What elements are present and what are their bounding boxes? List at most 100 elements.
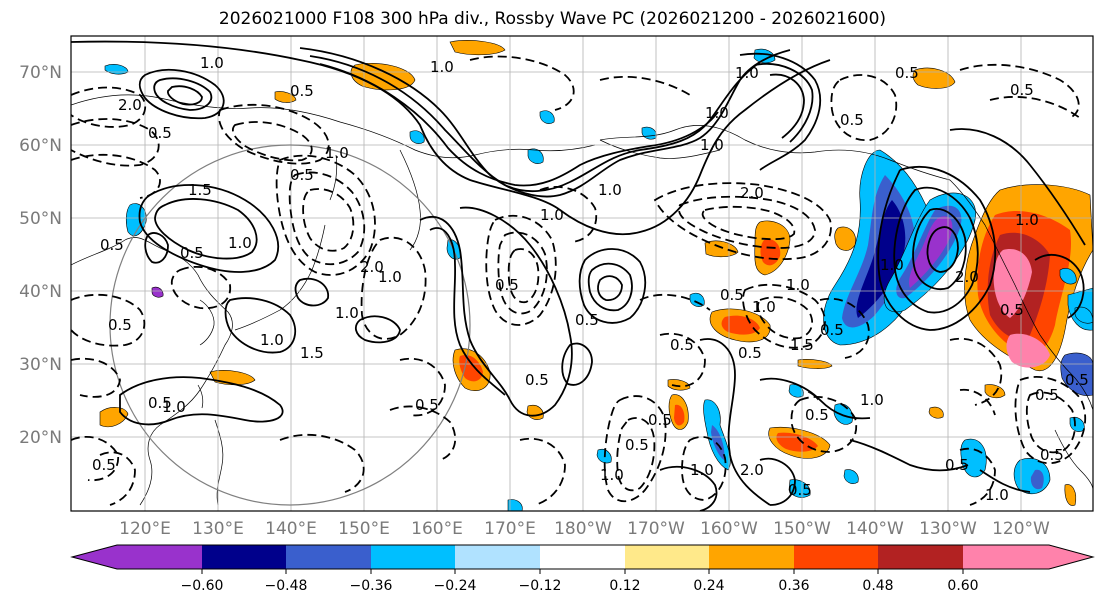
contour-line	[399, 357, 446, 417]
lon-tick-label: 120°E	[119, 519, 171, 539]
contour-label: 1.0	[705, 104, 729, 122]
contour-label: 2.0	[360, 258, 384, 276]
contour-line	[759, 377, 871, 420]
positive-divergence-area	[1006, 333, 1050, 368]
contour-line	[877, 165, 997, 331]
contour-label: 1.0	[540, 206, 564, 224]
contour-line	[739, 52, 822, 171]
contour-line	[71, 118, 160, 167]
contour-label: 2.0	[955, 268, 979, 286]
contour-line	[849, 439, 969, 472]
contour-line	[224, 297, 297, 354]
colorbar-segment	[540, 545, 625, 569]
contour-line	[71, 293, 146, 347]
colorbar-segment	[202, 545, 286, 569]
lon-tick-label: 150°E	[338, 519, 390, 539]
contour-line	[299, 47, 791, 198]
negative-divergence-area	[151, 286, 164, 298]
coastline-taiwan	[197, 384, 204, 409]
contour-line	[138, 68, 225, 120]
negative-divergence-area	[856, 200, 906, 318]
contour-line	[71, 86, 147, 128]
contour-line	[153, 77, 213, 111]
contour-label: 0.5	[575, 311, 599, 329]
contour-line	[757, 296, 814, 340]
positive-divergence-area	[834, 226, 856, 251]
colorbar-segment	[878, 545, 963, 569]
contour-line	[144, 232, 169, 264]
contours-negative	[71, 55, 1087, 506]
positive-divergence-area	[928, 406, 944, 419]
contour-label: 0.5	[415, 396, 439, 414]
map-plot-area: 1.0 0.5 2.0 1.0 0.5 1.0 1.5 1.0 2.0 0.5 …	[71, 36, 1093, 511]
lon-tick-label: 120°W	[992, 519, 1050, 539]
colorbar-tick-label: −0.12	[519, 578, 562, 594]
contour-label: 1.0	[690, 461, 714, 479]
contour-line	[616, 417, 656, 492]
contour-line	[759, 457, 796, 506]
contour-line	[419, 206, 573, 417]
lat-tick-label: 50°N	[19, 209, 62, 229]
contour-label: 0.5	[108, 316, 132, 334]
contour-label: 0.5	[805, 406, 829, 424]
lon-tick-label: 150°W	[773, 519, 831, 539]
contours-positive	[71, 40, 1086, 511]
contour-line	[319, 63, 719, 187]
contour-label: 0.5	[1035, 386, 1059, 404]
negative-divergence-area	[409, 130, 425, 144]
contour-line	[819, 297, 870, 359]
contour-line	[949, 337, 1003, 406]
contour-line	[599, 75, 691, 96]
plot-frame	[70, 35, 1094, 512]
lat-tick-label: 70°N	[19, 63, 62, 83]
contour-label: 1.0	[430, 58, 454, 76]
contour-line	[507, 248, 540, 304]
colorbar-tick-label: −0.60	[181, 578, 224, 594]
contour-line	[519, 437, 566, 506]
negative-divergence-area	[1059, 268, 1077, 285]
contour-label: 0.5	[1000, 301, 1024, 319]
colorbar: −0.60 −0.48 −0.36 −0.24 −0.12 0.12 0.24 …	[70, 544, 1095, 594]
contour-line	[154, 198, 258, 260]
contour-line	[659, 466, 718, 511]
contour-line	[71, 40, 831, 236]
contour-label: 1.5	[790, 336, 814, 354]
contour-label: 1.0	[335, 304, 359, 322]
lat-tick-label: 20°N	[19, 428, 62, 448]
colorbar-segment	[117, 545, 202, 569]
contour-label: 1.0	[985, 486, 1009, 504]
negative-divergence-area	[843, 469, 859, 484]
contour-line	[681, 436, 727, 501]
lat-tick-label: 30°N	[19, 355, 62, 375]
contour-line	[561, 342, 593, 386]
contour-label: 1.5	[188, 181, 212, 199]
contour-label: 1.0	[200, 54, 224, 72]
lon-tick-label: 130°W	[919, 519, 977, 539]
positive-divergence-area	[459, 354, 483, 382]
contour-labels: 1.0 0.5 2.0 1.0 0.5 1.0 1.5 1.0 2.0 0.5 …	[92, 54, 1089, 504]
contour-line	[959, 388, 996, 416]
colorbar-segment	[625, 545, 709, 569]
contour-label: 0.5	[100, 236, 124, 254]
colorbar-segment	[794, 545, 878, 569]
contour-line	[701, 205, 796, 241]
colorbar-segment	[286, 545, 371, 569]
positive-divergence-area	[984, 384, 1006, 399]
lon-tick-label: 130°E	[192, 519, 244, 539]
contour-line	[754, 63, 814, 143]
positive-divergence-area	[721, 315, 760, 335]
contour-line	[302, 188, 355, 252]
contour-line	[275, 154, 376, 276]
contour-label: 0.5	[92, 456, 116, 474]
colorbar-tick-label: −0.48	[265, 578, 308, 594]
contour-line	[218, 103, 330, 165]
contour-label: 1.0	[1015, 211, 1039, 229]
contour-line	[429, 227, 506, 396]
contour-label: 0.5	[670, 336, 694, 354]
contour-line	[232, 121, 313, 162]
contour-label: 0.5	[945, 456, 969, 474]
contour-label: 0.5	[148, 394, 172, 412]
map-title: 2026021000 F108 300 hPa div., Rossby Wav…	[218, 9, 887, 29]
contour-label: 1.0	[880, 256, 904, 274]
